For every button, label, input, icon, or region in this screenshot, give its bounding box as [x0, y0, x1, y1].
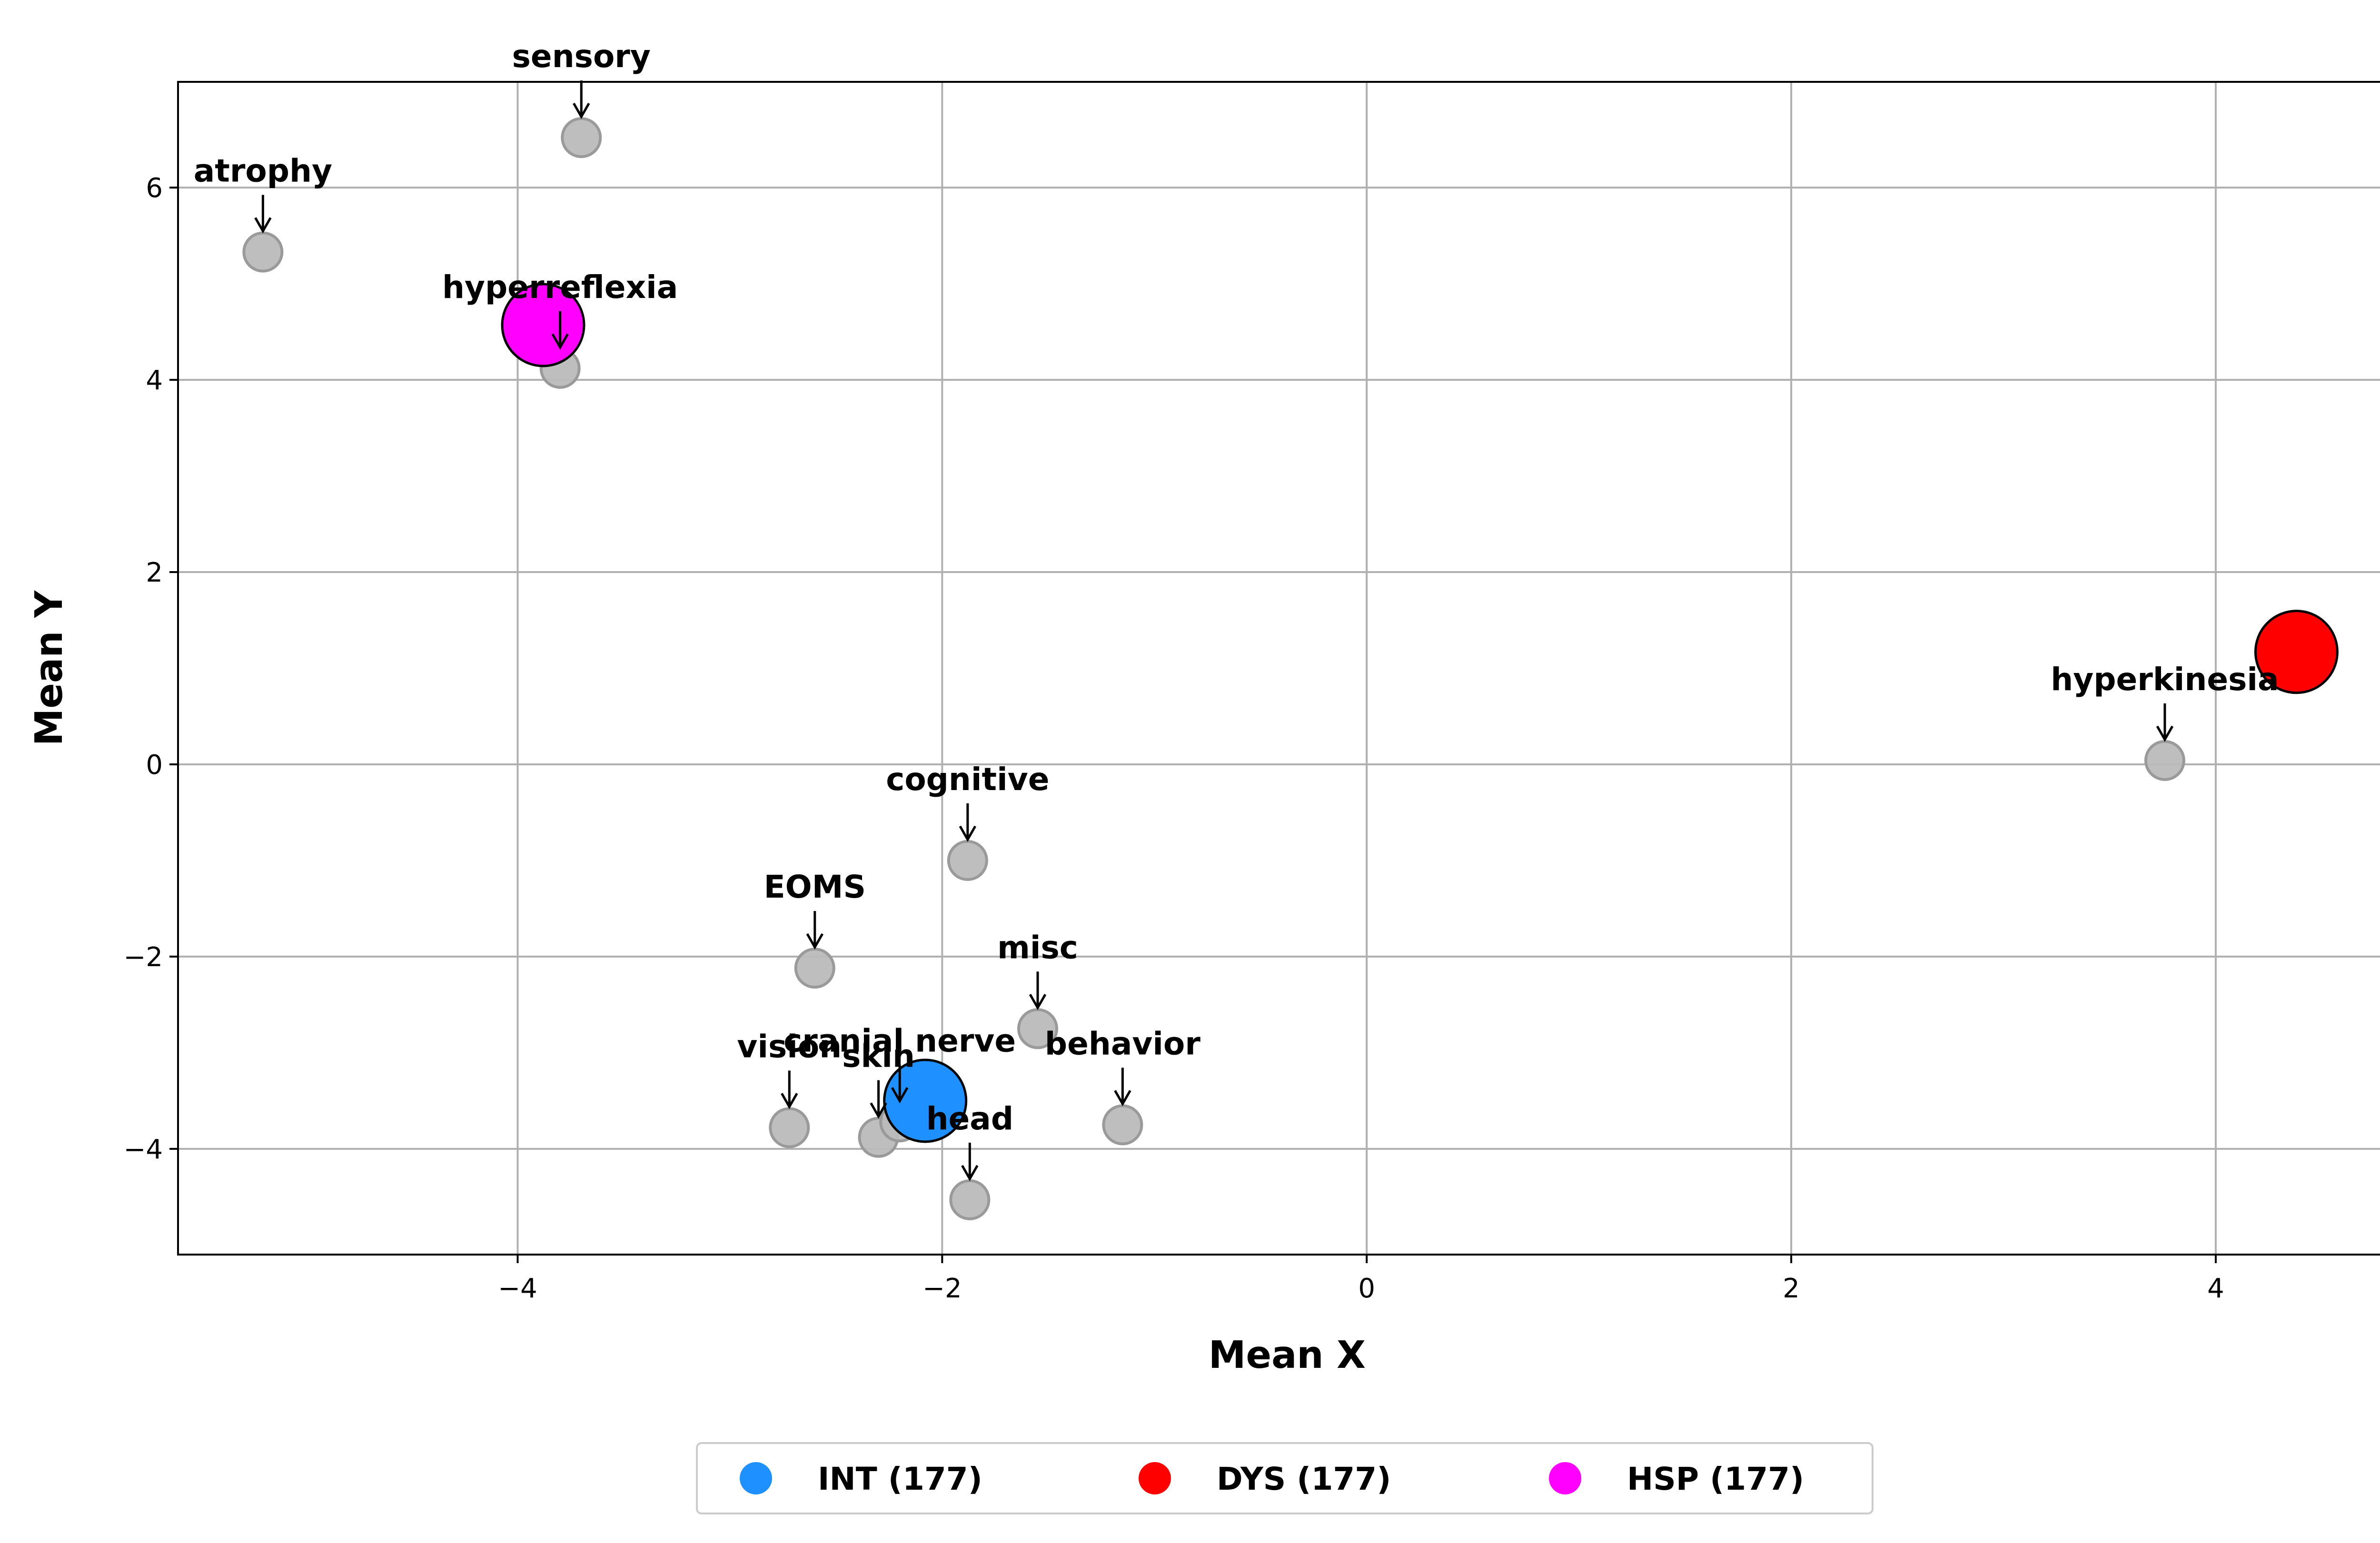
annotation-label: sensory — [512, 38, 651, 75]
annotation-label: hyperkinesia — [2051, 661, 2279, 698]
annotation-arrowhead — [254, 217, 272, 234]
x-tick-label: 4 — [2207, 1273, 2224, 1304]
feature-point — [561, 117, 602, 158]
legend: INT (177) DYS (177) HSP (177) — [696, 1442, 1874, 1514]
feature-point — [1102, 1104, 1143, 1146]
feature-point — [242, 231, 284, 273]
annotation-arrowhead — [961, 1165, 979, 1181]
feature-point — [769, 1107, 810, 1148]
group-centroid-point — [883, 1058, 968, 1143]
y-tick-label: 0 — [146, 750, 163, 781]
legend-marker — [1549, 1462, 1581, 1494]
legend-label: INT (177) — [818, 1461, 982, 1497]
annotation-arrowhead — [573, 102, 590, 119]
annotation-label: cranial nerve — [783, 1022, 1016, 1059]
group-centroid-point — [2254, 610, 2339, 694]
y-tick-label: 6 — [146, 173, 163, 204]
y-axis-title: Mean Y — [27, 590, 71, 746]
annotation-arrowhead — [806, 933, 823, 950]
feature-point — [949, 1179, 991, 1220]
y-tick-label: −2 — [123, 942, 163, 973]
annotation-label: EOMS — [764, 869, 866, 905]
x-tick-label: 2 — [1783, 1273, 1800, 1304]
x-axis-ticks: −4 −2 0 2 4 — [498, 1255, 2224, 1304]
annotation-arrowhead — [1029, 994, 1047, 1010]
y-tick-label: −4 — [123, 1134, 163, 1165]
annotation-label: hyperreflexia — [442, 269, 678, 306]
grid-lines — [178, 82, 2380, 1255]
legend-marker — [740, 1462, 772, 1494]
plot-frame — [177, 81, 2380, 1256]
annotation-label: head — [926, 1100, 1014, 1137]
annotation-label: skin — [842, 1038, 915, 1075]
annotation-arrowhead — [870, 1102, 887, 1119]
annotation-label: atrophy — [194, 152, 332, 189]
legend-label: HSP (177) — [1627, 1461, 1804, 1497]
x-tick-label: −4 — [498, 1273, 537, 1304]
annotation-label: cognitive — [886, 761, 1049, 798]
group-centroid-point — [501, 283, 585, 367]
legend-box — [696, 1442, 1874, 1514]
x-axis-title: Mean X — [1209, 1333, 1366, 1377]
annotation-arrowhead — [781, 1093, 798, 1109]
annotation-arrowhead — [959, 825, 977, 842]
group-centroids — [501, 283, 2339, 1143]
annotation-arrowhead — [2156, 725, 2174, 742]
feature-point — [794, 948, 835, 989]
annotations: sensory atrophy hyperreflexia hyperkinesia c… — [194, 38, 2279, 1181]
feature-point — [2144, 740, 2185, 781]
x-tick-label: −2 — [922, 1273, 962, 1304]
annotation-label: vision — [737, 1028, 842, 1065]
feature-points — [242, 117, 2185, 1220]
y-tick-label: 4 — [146, 365, 163, 396]
annotation-arrowhead — [891, 1087, 909, 1104]
feature-point — [947, 840, 988, 881]
y-axis-ticks: −4 −2 0 2 4 6 — [123, 173, 178, 1165]
legend-marker — [1139, 1462, 1171, 1494]
annotation-arrowhead — [551, 333, 569, 350]
annotation-label: behavior — [1045, 1025, 1201, 1062]
annotation-arrowhead — [1114, 1090, 1131, 1107]
x-tick-label: 0 — [1358, 1273, 1375, 1304]
annotation-label: misc — [997, 929, 1078, 966]
y-tick-label: 2 — [146, 557, 163, 588]
legend-label: DYS (177) — [1217, 1461, 1391, 1497]
